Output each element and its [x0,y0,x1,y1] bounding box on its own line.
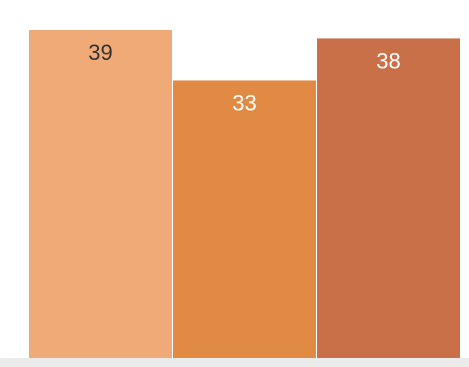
bar-1-data-label: 39 [88,40,112,65]
x-axis-baseline [0,358,469,367]
data-label-group: 39 33 38 [88,40,400,115]
bar-3-data-label: 38 [376,48,400,73]
bar-1 [29,30,172,358]
bar-group [29,30,460,359]
bar-2 [173,80,316,358]
bar-2-data-label: 33 [232,90,256,115]
bar-3 [317,38,460,359]
